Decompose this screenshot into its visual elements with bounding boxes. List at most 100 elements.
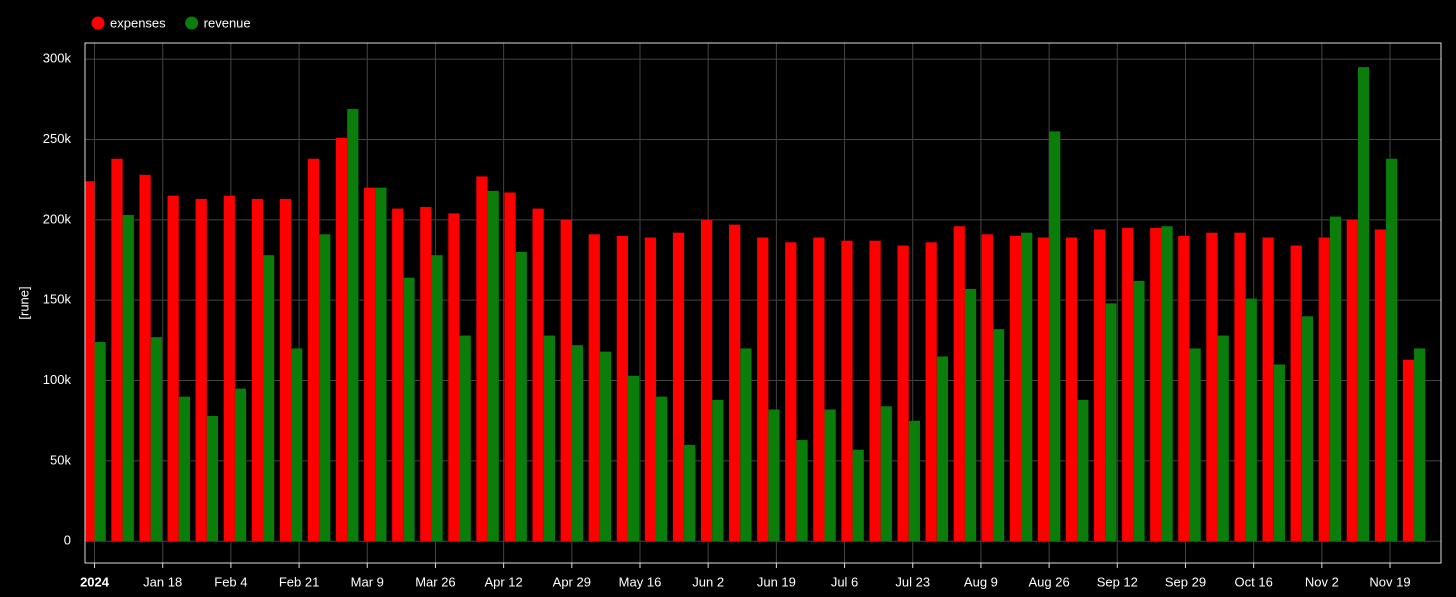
bar: [319, 234, 331, 542]
x-tick-label: Sep 29: [1165, 574, 1206, 589]
y-axis-label: [rune]: [16, 286, 31, 319]
bar: [392, 208, 404, 542]
bar: [1318, 237, 1330, 542]
bar: [178, 396, 190, 542]
x-tick-label: Jun 19: [757, 574, 796, 589]
bar: [757, 237, 769, 542]
x-tick-label: Mar 26: [415, 574, 455, 589]
bar: [1374, 229, 1387, 542]
bar: [880, 406, 892, 542]
bar: [1245, 298, 1257, 542]
bar: [307, 158, 320, 542]
bar: [347, 108, 359, 542]
bar: [992, 329, 1005, 542]
x-tick-label: Feb 21: [279, 574, 319, 589]
bar: [364, 187, 376, 542]
axes: 0 50k 100k 150k 200k 250k 300k 2024 Jan 18 Feb 4 F…: [43, 51, 1411, 590]
bar: [223, 195, 235, 542]
bar: [1065, 237, 1078, 542]
x-tick-label: 2024: [80, 574, 110, 589]
bar: [1077, 399, 1089, 542]
y-tick-label: 50k: [50, 452, 71, 467]
y-tick-label: 300k: [43, 51, 72, 66]
bar: [1178, 235, 1190, 542]
legend-label: expenses: [110, 15, 166, 30]
bar: [964, 288, 977, 542]
bar: [420, 206, 432, 542]
bar: [291, 348, 303, 542]
bar: [150, 337, 162, 542]
bar: [1049, 131, 1061, 542]
bar: [616, 235, 628, 542]
bar: [459, 335, 471, 542]
bar: [897, 245, 909, 542]
bar: [543, 335, 555, 542]
bar: [1262, 237, 1274, 542]
x-tick-label: Aug 9: [964, 574, 998, 589]
bar: [1161, 226, 1173, 542]
bar: [740, 348, 752, 542]
x-tick-label: Oct 16: [1235, 574, 1273, 589]
bar: [1414, 348, 1426, 542]
bar: [167, 195, 179, 542]
bar: [1346, 219, 1358, 542]
bar: [195, 198, 207, 542]
x-tick-label: Apr 12: [484, 574, 522, 589]
bar: [335, 137, 348, 542]
bar: [981, 234, 993, 542]
y-tick-label: 200k: [43, 211, 72, 226]
bar: [925, 242, 937, 542]
bar: [206, 415, 219, 542]
bar: [785, 242, 797, 542]
bar: [1386, 158, 1398, 542]
bar: [504, 192, 516, 542]
bar: [841, 240, 853, 542]
bar: [869, 240, 881, 542]
x-tick-label: Jun 2: [692, 574, 724, 589]
bar: [908, 420, 920, 542]
x-tick-label: May 16: [619, 574, 662, 589]
x-tick-label: Jul 6: [831, 574, 858, 589]
bar: [448, 213, 460, 542]
bar: [729, 224, 741, 542]
legend-marker: [185, 16, 199, 30]
bar: [1357, 67, 1370, 542]
bar: [122, 214, 134, 542]
x-tick-label: Apr 29: [553, 574, 591, 589]
x-tick-label: Nov 2: [1305, 574, 1339, 589]
bar: [700, 219, 713, 542]
x-tick-label: Mar 9: [351, 574, 384, 589]
bar: [1273, 364, 1285, 542]
bar: [234, 388, 247, 542]
bar: [262, 255, 275, 542]
y-tick-label: 150k: [43, 292, 72, 307]
bar: [768, 409, 780, 542]
bar: [852, 449, 864, 542]
bar: [1150, 227, 1162, 542]
bar: [796, 440, 808, 542]
x-tick-label: Feb 4: [214, 574, 247, 589]
bar: [684, 444, 696, 542]
bar: [1122, 227, 1134, 542]
bar: [588, 234, 600, 542]
bar: [139, 174, 151, 542]
bar: [431, 255, 443, 542]
y-tick-label: 100k: [43, 372, 72, 387]
bar: [1189, 348, 1201, 542]
plot-frame: [84, 42, 1442, 564]
bars: [85, 67, 1426, 542]
bar: [1402, 359, 1415, 542]
bar: [487, 190, 499, 542]
bar: [1206, 232, 1218, 542]
bar: [656, 396, 668, 542]
bar: [476, 176, 488, 542]
y-tick-label: 250k: [43, 131, 72, 146]
bar: [936, 356, 949, 542]
bar: [560, 219, 572, 542]
bar: [644, 237, 657, 542]
legend-marker: [91, 16, 105, 30]
bar: [571, 345, 584, 542]
bar: [712, 399, 724, 542]
x-tick-label: Nov 19: [1369, 574, 1410, 589]
